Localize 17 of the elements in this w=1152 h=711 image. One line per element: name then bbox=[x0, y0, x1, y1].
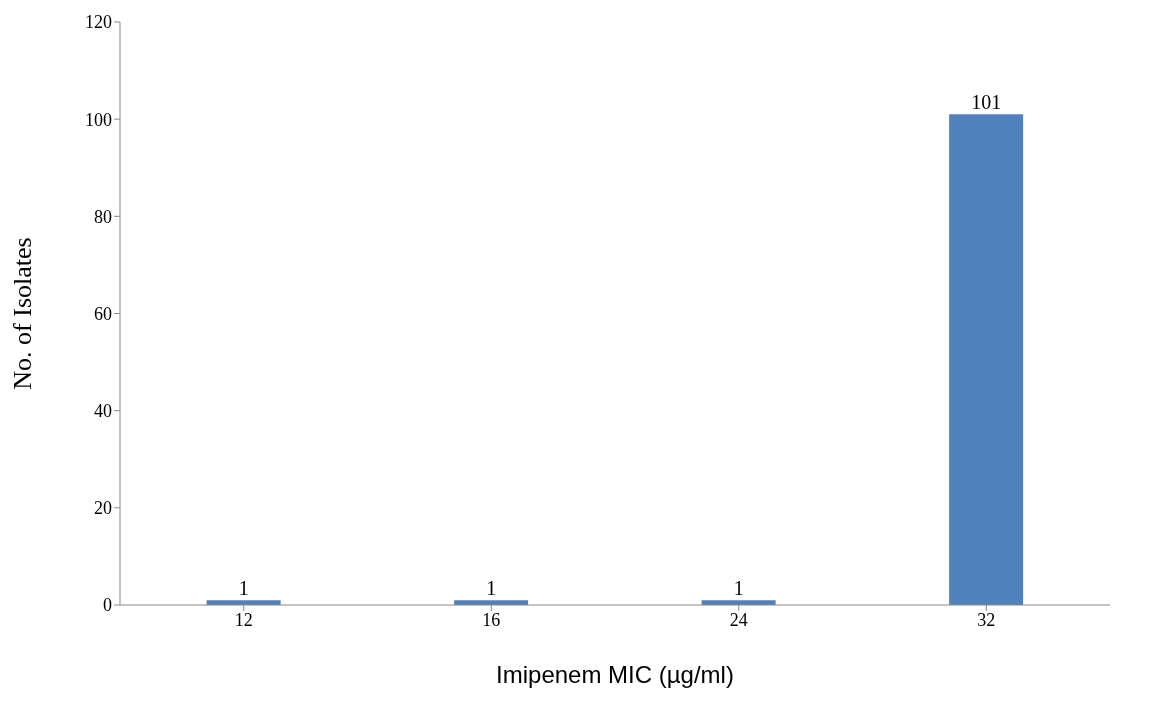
y-tick-label: 20 bbox=[94, 498, 112, 519]
y-axis-title: No. of Isolates bbox=[8, 237, 38, 390]
y-tick-label: 60 bbox=[94, 303, 112, 324]
x-axis-title: Imipenem MIC (µg/ml) bbox=[496, 661, 734, 688]
y-tick-label: 120 bbox=[85, 12, 112, 33]
x-tick-label: 16 bbox=[482, 609, 501, 630]
data-label: 1 bbox=[238, 577, 249, 600]
x-tick-label: 12 bbox=[234, 609, 253, 630]
y-tick-label: 40 bbox=[94, 401, 112, 422]
y-tick-label: 0 bbox=[103, 595, 112, 616]
x-tick-label: 32 bbox=[977, 609, 996, 630]
y-tick-label: 80 bbox=[94, 206, 112, 227]
y-tick-label: 100 bbox=[85, 109, 112, 130]
x-tick-label: 24 bbox=[729, 609, 748, 630]
data-label: 1 bbox=[486, 577, 497, 600]
data-label: 101 bbox=[971, 91, 1002, 114]
data-label: 1 bbox=[733, 577, 744, 600]
